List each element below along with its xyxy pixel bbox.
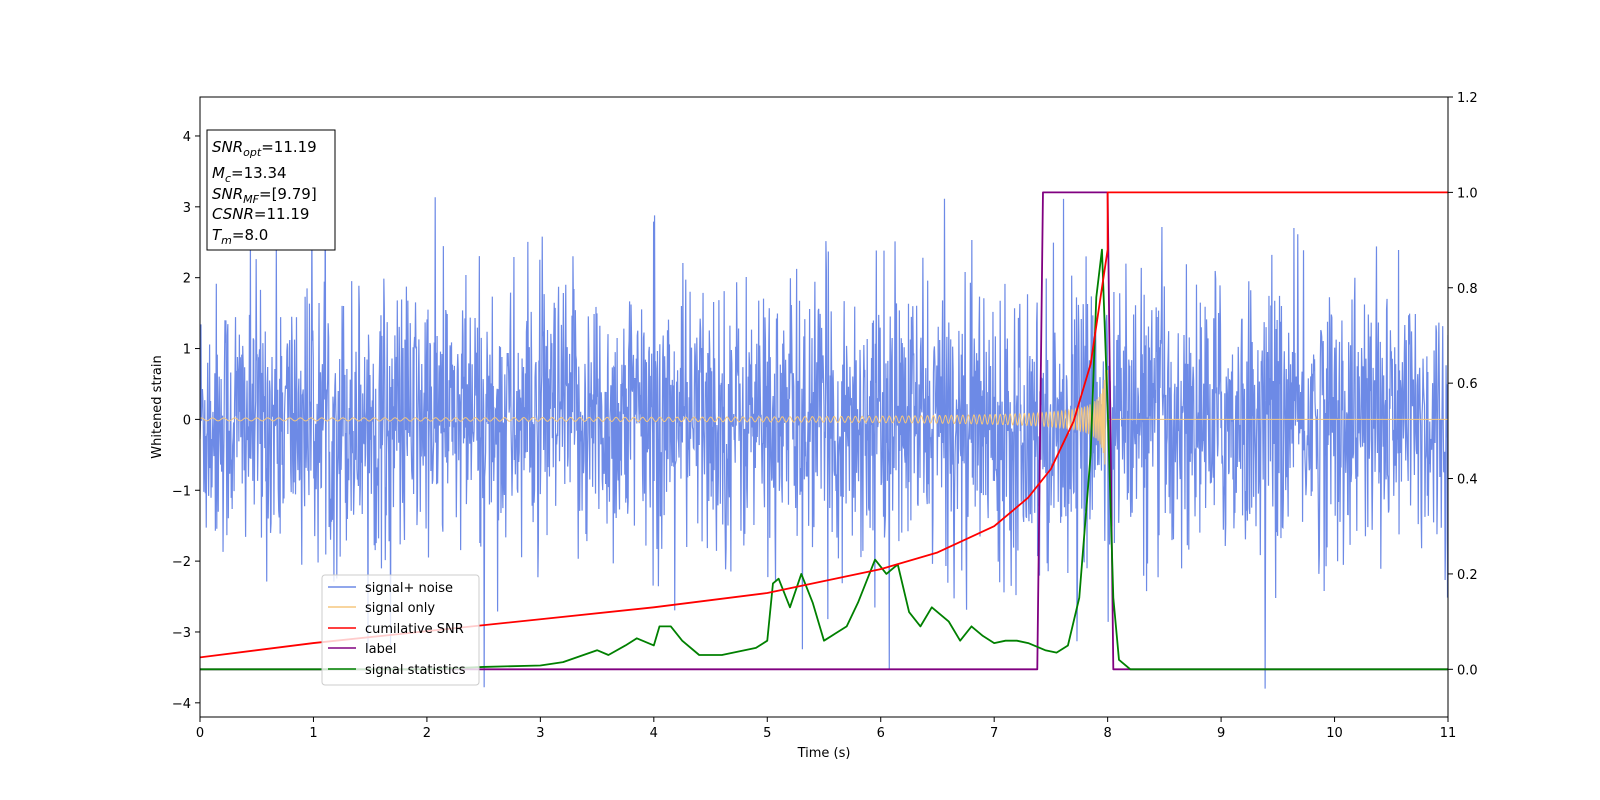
y-left-tick-label: 4	[183, 130, 191, 145]
legend-item-signal-statistics: signal statistics	[328, 663, 466, 678]
x-axis: 0 1 2 3 4 5 6 7 8 9 10 11	[196, 717, 1456, 741]
y-axis-right: 1.2 1.0 0.8 0.6 0.4 0.2 0.0	[1448, 91, 1478, 678]
x-tick-label: 2	[423, 726, 431, 741]
x-tick-label: 0	[196, 726, 204, 741]
legend-item-cumulative-snr: cumilative SNR	[328, 622, 464, 637]
signal-only-line	[200, 370, 1448, 465]
signal-only-series	[200, 370, 1448, 465]
legend-item-label: label	[328, 642, 396, 657]
y-axis-title: Whitened strain	[150, 355, 165, 458]
svg-text:signal+ noise: signal+ noise	[365, 581, 453, 596]
signal-statistics-line	[200, 248, 1448, 671]
y-left-tick-label: −4	[172, 697, 191, 712]
y-left-tick-label: 3	[183, 201, 191, 216]
y-right-tick-label: 0.6	[1457, 377, 1478, 392]
legend-item-signal-noise: signal+ noise	[328, 581, 453, 596]
info-snr-mf: SNRMF=[9.79]	[212, 185, 317, 206]
x-tick-label: 7	[990, 726, 998, 741]
y-left-tick-label: 2	[183, 272, 191, 287]
y-left-tick-label: −2	[172, 555, 191, 570]
x-axis-title: Time (s)	[797, 746, 851, 761]
svg-text:label: label	[365, 642, 396, 657]
info-tm: Tm=8.0	[212, 226, 268, 247]
x-tick-label: 5	[763, 726, 771, 741]
x-tick-label: 11	[1440, 726, 1457, 741]
plot-frame	[199, 96, 1449, 718]
y-left-tick-label: 0	[183, 413, 191, 428]
legend-item-signal-only: signal only	[328, 601, 435, 616]
y-right-tick-label: 0.4	[1457, 473, 1478, 488]
info-box: SNRopt=11.19 Mc=13.34 SNRMF=[9.79] CSNR=…	[206, 129, 336, 251]
info-snr-opt: SNRopt=11.19	[212, 138, 317, 159]
x-tick-label: 4	[650, 726, 658, 741]
y-right-tick-label: 1.2	[1457, 91, 1478, 106]
y-left-tick-label: −3	[172, 626, 191, 641]
cumulative-snr-line	[200, 191, 1448, 659]
svg-text:signal statistics: signal statistics	[365, 663, 466, 678]
x-tick-label: 10	[1326, 726, 1343, 741]
info-mc: Mc=13.34	[212, 164, 287, 185]
y-left-tick-label: 1	[183, 343, 191, 358]
y-right-tick-label: 0.2	[1457, 568, 1478, 583]
y-right-tick-label: 1.0	[1457, 186, 1478, 201]
x-tick-label: 3	[536, 726, 544, 741]
signal-noise-series	[200, 163, 1448, 689]
y-axis-left: 4 3 2 1 0 −1 −2 −3 −4	[172, 130, 200, 712]
y-left-tick-label: −1	[172, 484, 191, 499]
x-tick-label: 9	[1217, 726, 1225, 741]
x-tick-label: 6	[877, 726, 885, 741]
svg-text:cumilative SNR: cumilative SNR	[365, 622, 464, 637]
x-tick-label: 8	[1103, 726, 1111, 741]
signal-noise-line	[200, 163, 1448, 689]
y-right-tick-label: 0.0	[1457, 663, 1478, 678]
info-csnr: CSNR=11.19	[212, 205, 309, 223]
right-axis-series	[200, 191, 1448, 671]
svg-text:signal only: signal only	[365, 601, 435, 616]
y-right-tick-label: 0.8	[1457, 282, 1478, 297]
x-tick-label: 1	[309, 726, 317, 741]
legend: signal+ noise signal only cumilative SNR…	[321, 574, 480, 686]
